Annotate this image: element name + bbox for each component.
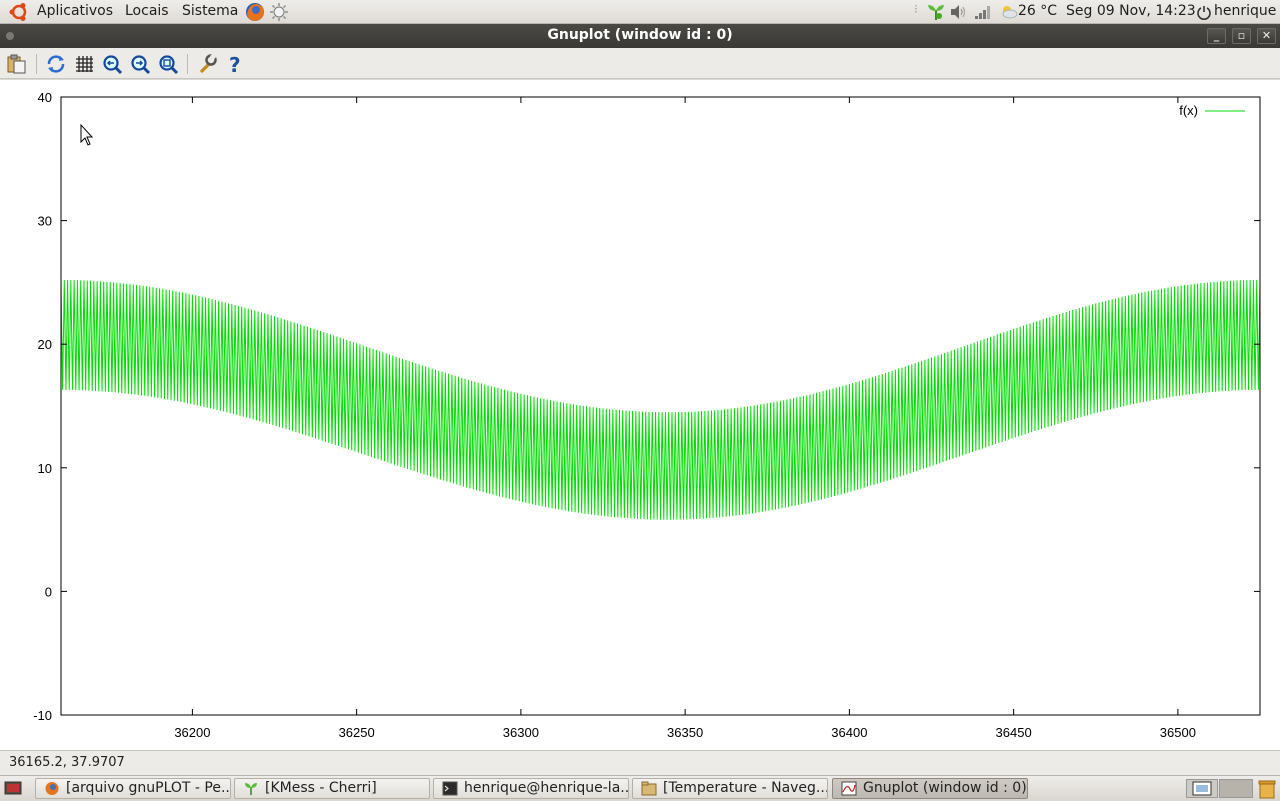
taskbar-item-label: [arquivo gnuPLOT - Pe... [66,780,231,796]
series-line-f-x [60,279,1261,520]
toolbar: ? [0,48,1280,79]
firefox-icon [45,782,59,795]
clock[interactable]: Seg 09 Nov, 14:23 [1066,3,1196,19]
series-f-x-waveform [60,279,1261,520]
show-desktop-icon[interactable] [4,781,22,795]
minimize-button[interactable]: _ [1207,28,1226,44]
window-title: Gnuplot (window id : 0) [547,27,733,43]
kmess-tray-icon[interactable] [926,3,946,21]
temperature-label[interactable]: 26 °C [1018,3,1058,19]
folder-icon [641,781,657,796]
maximize-button[interactable]: ▫ [1232,28,1251,44]
y-tick-label: -10 [33,708,52,723]
power-icon[interactable] [1196,4,1212,20]
terminal-icon [442,781,458,796]
legend-label-f-x: f(x) [1179,103,1198,118]
help-sun-icon[interactable] [269,2,289,22]
panel-handle: ⁝ [914,2,918,16]
legend: f(x) [1179,103,1245,118]
x-tick-label: 36400 [831,725,867,740]
y-tick-label: 40 [38,90,52,105]
firefox-icon[interactable] [244,1,266,23]
workspace-preview-icon [1192,781,1212,796]
mouse-cursor-icon [80,123,94,146]
taskbar-item-label: [KMess - Cherri] [265,780,377,796]
volume-icon[interactable] [949,3,967,21]
x-tick-label: 36200 [174,725,210,740]
toolbar-separator [36,54,37,74]
taskbar-item-terminal[interactable]: henrique@henrique-la... [433,778,629,799]
y-tick-label: 10 [38,461,52,476]
taskbar-item-temperature-browser[interactable]: [Temperature - Naveg... [632,778,828,799]
window-titlebar[interactable]: Gnuplot (window id : 0) _ ▫ ✕ [0,24,1280,48]
kmess-icon [245,783,257,795]
taskbar-item-label: henrique@henrique-la... [464,780,629,796]
taskbar-item-label: Gnuplot (window id : 0) [863,780,1027,796]
zoom-next-icon[interactable] [128,52,152,76]
x-tick-label: 36300 [503,725,539,740]
statusbar: 36165.2, 37.9707 [0,750,1280,775]
svg-text:?: ? [229,53,241,76]
x-tick-label: 36450 [996,725,1032,740]
ubuntu-logo-icon[interactable] [8,2,30,22]
unzoom-icon[interactable] [156,52,180,76]
workspace-2[interactable] [1219,779,1253,798]
menu-aplicativos[interactable]: Aplicativos [37,3,114,19]
user-name[interactable]: henrique [1214,3,1277,19]
y-tick-label: 30 [38,214,52,229]
plot-border [60,96,1261,716]
y-tick-label: 0 [45,584,52,599]
close-button[interactable]: ✕ [1257,28,1276,44]
taskbar-item-label: [Temperature - Naveg... [663,780,828,796]
trash-icon[interactable] [1257,779,1277,799]
taskbar-item-gnuplot-window[interactable]: Gnuplot (window id : 0) [832,778,1028,799]
menu-sistema[interactable]: Sistema [182,3,239,19]
x-tick-label: 36350 [667,725,703,740]
taskbar-item-kmess[interactable]: [KMess - Cherri] [234,778,430,799]
options-wrench-icon[interactable] [195,52,219,76]
window-menu-icon[interactable] [6,32,14,40]
gnuplot-icon [841,781,857,796]
x-tick-label: 36250 [339,725,375,740]
zoom-previous-icon[interactable] [100,52,124,76]
workspace-1[interactable] [1186,779,1218,798]
mouse-coordinates: 36165.2, 37.9707 [9,755,125,770]
x-tick-label: 36500 [1160,725,1196,740]
replot-icon[interactable] [44,52,68,76]
taskbar-item-gnuplot-file[interactable]: [arquivo gnuPLOT - Pe... [35,778,231,799]
axis-ticks [61,96,1260,716]
grid-icon[interactable] [72,52,96,76]
y-tick-label: 20 [38,337,52,352]
bottom-panel: [arquivo gnuPLOT - Pe... [KMess - Cherri… [0,775,1280,800]
toolbar-separator [187,54,188,74]
help-icon[interactable]: ? [223,52,247,76]
weather-icon[interactable] [1000,3,1018,21]
axis-tick-labels: 36200 36250 36300 36350 36400 36450 36500 -10 0 1… [33,90,1196,740]
menu-locais[interactable]: Locais [125,3,169,19]
network-icon[interactable] [973,3,993,21]
copy-to-clipboard-icon[interactable] [5,52,29,76]
top-panel: Aplicativos Locais Sistema ⁝ 26 °C [0,0,1280,24]
plot-area[interactable]: 36200 36250 36300 36350 36400 36450 36500 -10 0 1… [0,80,1280,750]
plot-canvas[interactable]: 36200 36250 36300 36350 36400 36450 36500 -10 0 1… [0,80,1280,750]
